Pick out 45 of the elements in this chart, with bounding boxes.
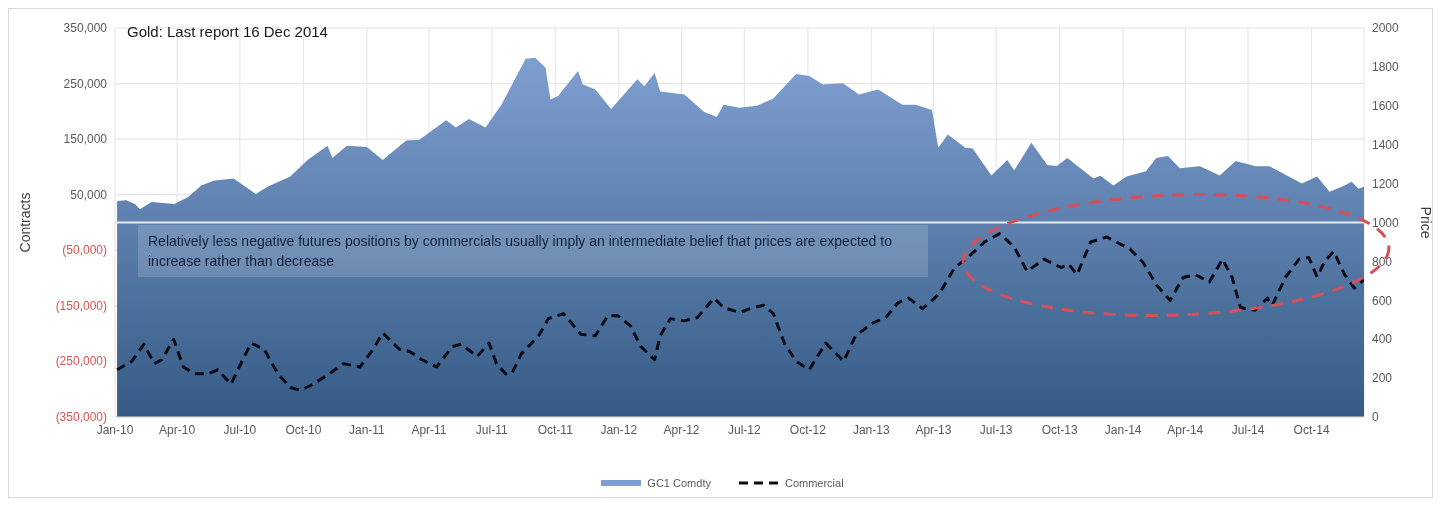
y-tick-label: 50,000 [70,187,108,202]
x-tick-label: Oct-12 [789,422,827,437]
y2-tick-label: 1800 [1372,60,1400,75]
x-tick-label: Jul-10 [223,422,257,437]
y-tick-label: 350,000 [63,21,108,35]
y2-tick-label: 1000 [1372,215,1400,230]
x-tick-label: Apr-14 [1167,422,1204,437]
y2-tick-label: 2000 [1372,21,1400,36]
x-tick-label: Jan-13 [852,422,890,437]
legend-label: GC1 Comdty [646,477,711,489]
y-tick-label: 150,000 [63,132,108,147]
y2-tick-label: 1200 [1372,176,1400,191]
y-tick-label: (350,000) [55,410,107,424]
y2-axis-title: Price [1418,206,1435,239]
y2-tick-label: 200 [1372,371,1393,386]
x-tick-label: Apr-13 [915,422,952,437]
x-tick-label: Apr-12 [663,422,700,437]
y-tick-label: 250,000 [63,76,108,91]
x-tick-label: Jan-12 [600,422,638,437]
y-tick-label: (250,000) [55,354,107,369]
line-series [115,232,1364,392]
x-tick-label: Oct-11 [537,422,574,437]
x-tick-label: Oct-13 [1041,422,1079,437]
y-axis-title: Contracts [16,192,33,253]
x-tick-label: Jul-13 [979,422,1013,437]
y2-tick-label: 0 [1372,410,1379,425]
x-tick-label: Apr-10 [159,422,196,437]
annotation: Relatively less negative futures positions by commercials usually imply an intermediate belief that prices are expected to increase rather than decrease [148,232,893,271]
y2-tick-label: 1600 [1372,99,1400,114]
x-tick-label: Jan-14 [1104,422,1142,437]
x-tick-label: Jul-12 [727,422,761,437]
legend-label: Commercial [783,477,844,489]
x-tick-label: Apr-11 [411,422,447,437]
y2-tick-label: 1400 [1372,137,1400,152]
x-tick-label: Jul-14 [1231,422,1265,437]
y2-tick-label: 800 [1372,254,1393,269]
y-tick-label: (150,000) [55,298,107,313]
y2-tick-label: 400 [1372,332,1393,347]
x-tick-label: Oct-14 [1293,422,1330,437]
chart-title: Gold: Last report 16 Dec 2014 [127,23,328,40]
y-tick-label: (50,000) [62,243,107,258]
y2-tick-label: 600 [1372,293,1393,308]
x-tick-label: Jan-11 [348,422,386,437]
x-tick-label: Jul-11 [475,422,508,437]
x-tick-label: Oct-10 [285,422,322,437]
